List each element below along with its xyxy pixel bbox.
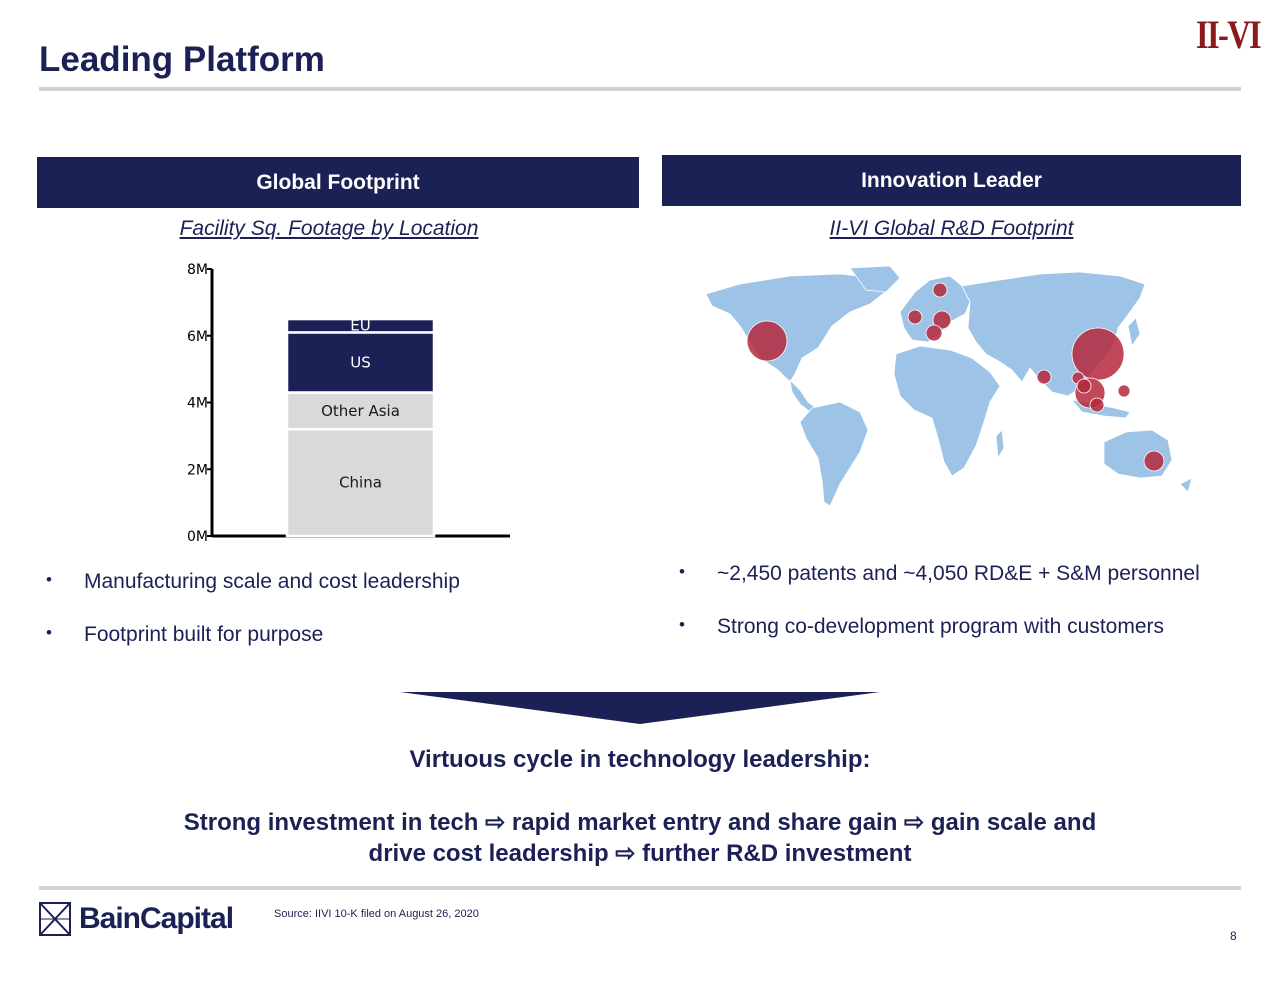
rd-site-markers — [746, 282, 1165, 472]
rd-marker-philippines — [1117, 384, 1131, 398]
chevron-down-icon — [400, 692, 880, 724]
map-subtitle: II-VI Global R&D Footprint — [829, 217, 1074, 240]
y-tick-label: 2M — [187, 462, 208, 478]
y-tick-label: 4M — [187, 396, 208, 412]
bullet-item: Footprint built for purpose — [39, 623, 639, 647]
global-footprint-header: Global Footprint — [37, 157, 639, 208]
svg-text:II-VI: II-VI — [1196, 14, 1261, 54]
rd-marker-us — [746, 320, 788, 362]
page-number: 8 — [1230, 929, 1237, 943]
chart-subtitle: Facility Sq. Footage by Location — [179, 217, 479, 240]
rd-marker-asia-small — [1076, 378, 1092, 394]
right-bullets: ~2,450 patents and ~4,050 RD&E + S&M per… — [672, 562, 1262, 639]
cycle-line-1: Strong investment in tech ⇨ rapid market… — [183, 809, 1097, 836]
bar-segment-eu — [285, 317, 436, 334]
rd-marker-switzerland — [925, 324, 943, 342]
cycle-heading: Virtuous cycle in technology leadership: — [409, 746, 871, 773]
bar-segment-other-asia — [285, 391, 436, 431]
segment-label: China — [339, 474, 382, 492]
segment-label: Other Asia — [321, 402, 400, 420]
rd-marker-germany — [932, 310, 952, 330]
segment-label: US — [350, 353, 371, 371]
y-tick-label: 0M — [187, 529, 208, 545]
bullet-item: ~2,450 patents and ~4,050 RD&E + S&M per… — [672, 562, 1262, 586]
bar-segment-china — [285, 427, 436, 538]
left-bullets: Manufacturing scale and cost leadership … — [39, 570, 639, 647]
rd-marker-india — [1036, 369, 1052, 385]
bullet-item: Strong co-development program with custo… — [672, 615, 1262, 639]
bain-capital-mark-icon — [39, 902, 71, 936]
map-land — [705, 265, 1193, 507]
iivi-logo: II-VI — [1196, 12, 1263, 64]
facility-chart: 0M 2M 4M 6M 8M China Other Asia US EU — [187, 262, 510, 545]
innovation-leader-header: Innovation Leader — [662, 155, 1241, 206]
rd-marker-scandinavia — [932, 282, 948, 298]
iivi-logo-mark: II-VI — [1196, 12, 1263, 57]
cycle-body: Strong investment in tech ⇨ rapid market… — [100, 807, 1180, 869]
bullet-item: Manufacturing scale and cost leadership — [39, 570, 639, 594]
bain-capital-logo: BainCapital — [39, 902, 234, 936]
segment-label: EU — [350, 317, 370, 335]
rd-marker-malaysia — [1089, 397, 1105, 413]
footer-divider — [39, 886, 1241, 890]
y-tick-label: 8M — [187, 262, 208, 278]
world-map — [705, 265, 1193, 507]
y-tick-label: 6M — [187, 329, 208, 345]
rd-marker-australia — [1143, 450, 1165, 472]
title-divider — [39, 87, 1241, 91]
cycle-line-2: drive cost leadership ⇨ further R&D inve… — [368, 840, 912, 867]
bar-segment-us — [285, 331, 436, 394]
page-title: Leading Platform — [39, 40, 325, 79]
bain-capital-wordmark: BainCapital — [79, 902, 234, 935]
rd-marker-uk — [907, 309, 923, 325]
source-note: Source: IIVI 10-K filed on August 26, 20… — [274, 908, 479, 920]
